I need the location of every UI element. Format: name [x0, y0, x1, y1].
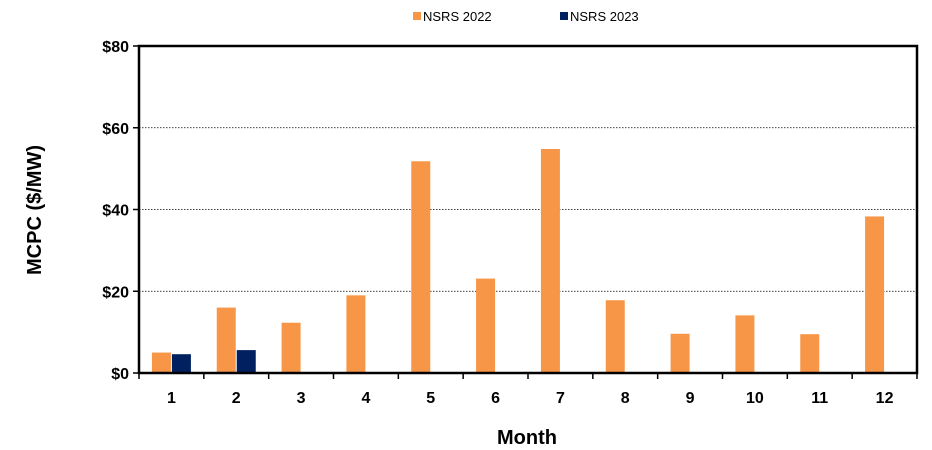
bar: [605, 300, 625, 373]
y-tick-label: $40: [102, 203, 129, 220]
y-tick-label: $60: [102, 121, 129, 138]
x-tick-label: 3: [297, 390, 306, 407]
x-tick-label: 9: [686, 390, 695, 407]
x-axis-title: Month: [497, 427, 557, 449]
bar: [151, 352, 171, 373]
x-tick-label: 11: [811, 390, 828, 407]
gridlines: [139, 127, 917, 292]
y-axis-ticks: $0 $20 $40 $60 $80: [102, 39, 139, 383]
bar: [800, 334, 820, 373]
bar: [411, 161, 431, 373]
y-axis-title: MCPC ($/MW): [24, 145, 46, 275]
x-tick-label: 1: [167, 390, 176, 407]
x-tick-label: 6: [491, 390, 500, 407]
x-tick-label: 10: [746, 390, 764, 407]
bar: [476, 278, 496, 373]
y-tick-label: $80: [102, 39, 129, 56]
legend-swatch-nsrs-2023: [560, 12, 568, 20]
x-tick-label: 4: [361, 390, 370, 407]
x-tick-label: 5: [426, 390, 435, 407]
bar: [236, 350, 256, 373]
x-tick-label: 2: [232, 390, 241, 407]
legend: NSRS 2022 NSRS 2023: [413, 9, 639, 24]
bar: [670, 333, 690, 373]
y-tick-label: $0: [111, 366, 129, 383]
legend-label-nsrs-2023: NSRS 2023: [570, 9, 639, 24]
x-tick-label: 8: [621, 390, 630, 407]
x-tick-label: 7: [556, 390, 565, 407]
bars: [151, 149, 885, 373]
bar: [171, 354, 191, 373]
bar: [865, 216, 885, 373]
bar: [216, 307, 236, 373]
bar: [281, 322, 301, 373]
x-axis-ticks: 1 2 3 4 5 6 7 8 9 10 11 12: [138, 373, 918, 407]
bar: [735, 315, 755, 373]
legend-swatch-nsrs-2022: [413, 12, 421, 20]
legend-label-nsrs-2022: NSRS 2022: [423, 9, 492, 24]
bar: [346, 295, 366, 373]
x-tick-label: 12: [876, 390, 894, 407]
y-tick-label: $20: [102, 284, 129, 301]
bar: [540, 149, 560, 373]
